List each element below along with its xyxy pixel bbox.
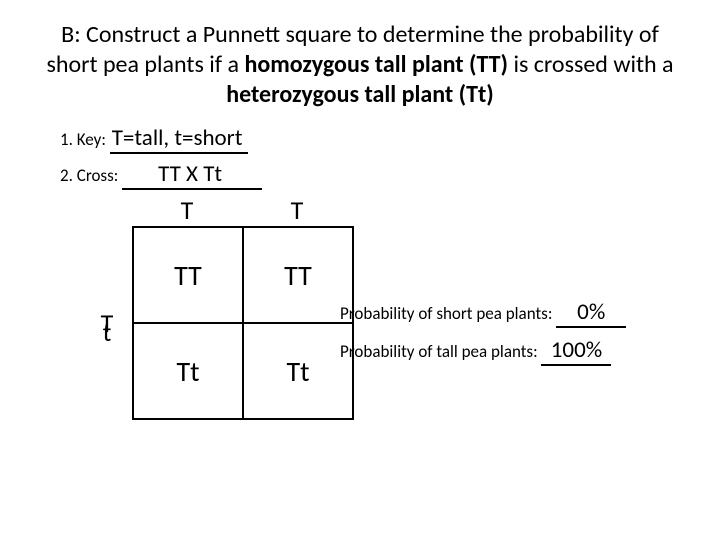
punnett-grid: TT TT Tt Tt: [132, 226, 354, 420]
punnett-cell-1-0: Tt: [133, 323, 243, 419]
top-allele-1: T: [132, 194, 242, 226]
cross-label: 2. Cross:: [60, 165, 122, 186]
punnett-cell-1-1: Tt: [243, 323, 353, 419]
punnett-cell-0-0: TT: [133, 227, 243, 323]
punnett-left-2-holder: t: [82, 316, 132, 348]
left-allele-2: t: [82, 316, 132, 348]
heading-bold-1: homozygous tall plant (TT): [244, 50, 508, 79]
top-allele-2: T: [242, 194, 352, 226]
heading-middle: is crossed with a: [508, 50, 674, 79]
heading-bold-2: heterozygous tall plant (Tt): [226, 80, 494, 109]
key-line: 1. Key: T=tall, t=short: [60, 124, 690, 154]
cross-value: TT X Tt: [122, 160, 262, 190]
probability-block: Probability of short pea plants: 0% Prob…: [340, 290, 710, 374]
key-value: T=tall, t=short: [110, 124, 249, 154]
prob-short-value: 0%: [556, 298, 626, 328]
punnett-top-row: T T: [132, 194, 690, 226]
question-heading: B: Construct a Punnett square to determi…: [30, 20, 690, 110]
prob-short-row: Probability of short pea plants: 0%: [340, 298, 710, 328]
prob-short-label: Probability of short pea plants:: [340, 303, 556, 324]
punnett-cell-0-1: TT: [243, 227, 353, 323]
key-label: 1. Key:: [60, 129, 110, 150]
prob-tall-value: 100%: [541, 336, 611, 366]
prob-tall-label: Probability of tall pea plants:: [340, 341, 541, 362]
prob-tall-row: Probability of tall pea plants: 100%: [340, 336, 710, 366]
cross-line: 2. Cross: TT X Tt: [60, 160, 690, 190]
